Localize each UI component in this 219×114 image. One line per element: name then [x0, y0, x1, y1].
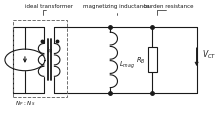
Text: ideal transformer: ideal transformer	[25, 4, 73, 9]
Text: $L_{mag}$: $L_{mag}$	[119, 59, 134, 71]
Text: burden resistance: burden resistance	[145, 4, 194, 9]
Bar	[13, 21, 67, 98]
Text: $I_M$: $I_M$	[46, 46, 54, 56]
Text: $N_P$ : $N_S$: $N_P$ : $N_S$	[16, 99, 36, 108]
Text: $V_{CT}$: $V_{CT}$	[202, 49, 216, 61]
Text: magnetizing inductance: magnetizing inductance	[83, 4, 150, 9]
Text: $R_B$: $R_B$	[136, 55, 146, 65]
Bar	[148, 48, 157, 73]
